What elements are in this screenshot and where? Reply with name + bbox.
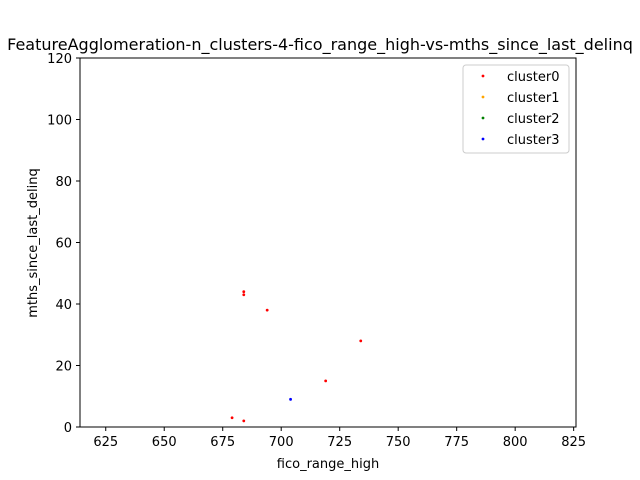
y-tick-label: 100 xyxy=(47,114,72,129)
data-point-cluster0 xyxy=(359,339,363,343)
y-tick-label: 80 xyxy=(55,175,72,190)
data-point-cluster0 xyxy=(242,419,246,423)
data-point-cluster0 xyxy=(265,308,269,312)
y-tick-label: 120 xyxy=(47,52,72,67)
legend-marker-cluster2 xyxy=(481,116,485,120)
data-point-cluster0 xyxy=(242,293,246,297)
legend-marker-cluster3 xyxy=(481,137,485,141)
y-axis-label: mths_since_last_delinq xyxy=(26,168,41,317)
legend-marker-cluster1 xyxy=(481,95,485,99)
legend-box xyxy=(462,64,570,154)
y-tick-label: 40 xyxy=(55,298,72,313)
x-tick-label: 675 xyxy=(210,435,235,450)
x-tick-label: 775 xyxy=(444,435,469,450)
legend-label-cluster2: cluster2 xyxy=(507,112,559,127)
x-tick-label: 650 xyxy=(152,435,177,450)
x-tick-label: 750 xyxy=(386,435,411,450)
data-point-cluster0 xyxy=(324,379,328,383)
x-tick-label: 825 xyxy=(561,435,586,450)
x-tick-label: 625 xyxy=(93,435,118,450)
y-tick-label: 60 xyxy=(55,237,72,252)
legend-label-cluster1: cluster1 xyxy=(507,91,559,106)
data-point-cluster3 xyxy=(289,397,292,401)
legend-label-cluster3: cluster3 xyxy=(507,133,559,148)
data-point-cluster0 xyxy=(242,290,246,294)
x-tick-label: 700 xyxy=(269,435,294,450)
legend-marker-cluster0 xyxy=(481,74,485,78)
data-point-cluster0 xyxy=(230,416,234,420)
x-tick-label: 800 xyxy=(503,435,528,450)
plot-area: 625 650 675 700 725 750 775 800 825 0 20 40 60 80 100 1… xyxy=(47,52,586,450)
y-tick-label: 0 xyxy=(64,421,72,436)
x-axis-label: fico_range_high xyxy=(277,457,379,472)
y-tick-label: 20 xyxy=(55,360,72,375)
legend-label-cluster0: cluster0 xyxy=(507,70,559,85)
legend: cluster0 cluster1 cluster2 cluster3 xyxy=(462,64,570,154)
chart-title: FeatureAgglomeration-n_clusters-4-fico_r… xyxy=(7,35,633,55)
x-tick-label: 725 xyxy=(327,435,352,450)
